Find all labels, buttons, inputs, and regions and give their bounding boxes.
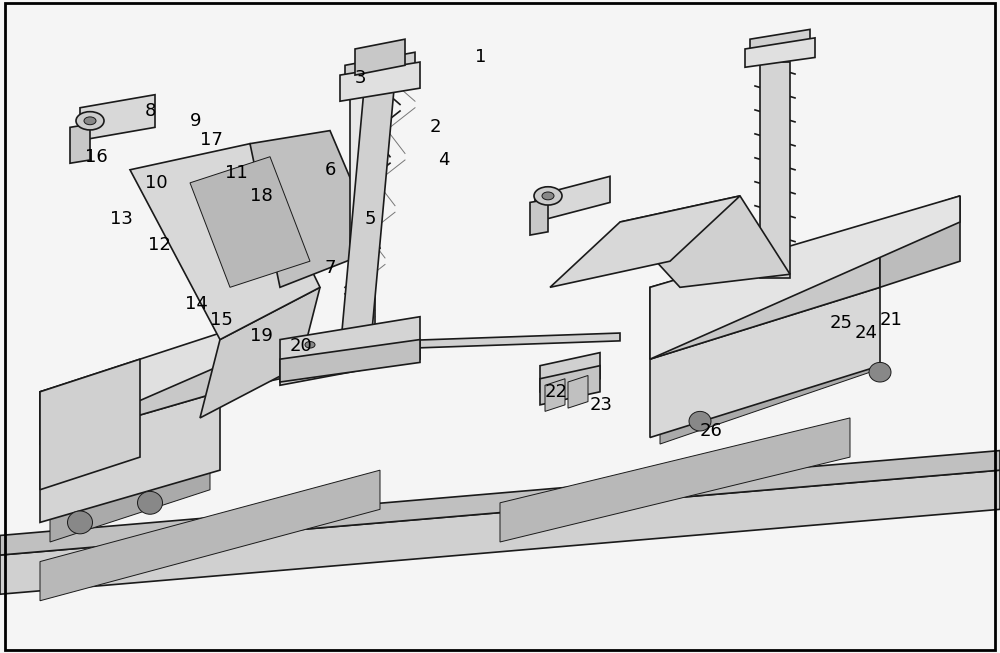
Text: 2: 2 [430, 118, 442, 136]
Polygon shape [650, 196, 960, 359]
Polygon shape [80, 95, 155, 140]
Polygon shape [200, 287, 320, 418]
Polygon shape [620, 196, 790, 287]
Polygon shape [350, 95, 375, 353]
Text: 4: 4 [438, 151, 450, 169]
Ellipse shape [689, 411, 711, 431]
Ellipse shape [299, 338, 321, 352]
Text: 16: 16 [85, 148, 108, 166]
Text: 1: 1 [475, 48, 486, 67]
Text: 5: 5 [365, 210, 376, 228]
Polygon shape [70, 124, 90, 163]
Polygon shape [250, 131, 380, 287]
Ellipse shape [542, 192, 554, 200]
Polygon shape [130, 144, 320, 340]
Polygon shape [0, 470, 1000, 594]
Text: 19: 19 [250, 327, 273, 345]
Polygon shape [750, 29, 810, 59]
Text: 15: 15 [210, 311, 233, 329]
Text: 23: 23 [590, 396, 613, 414]
Text: 11: 11 [225, 164, 248, 182]
Polygon shape [550, 196, 740, 287]
Text: 12: 12 [148, 236, 171, 254]
Text: 3: 3 [355, 69, 366, 88]
Polygon shape [40, 392, 220, 522]
Polygon shape [530, 199, 548, 235]
Polygon shape [280, 317, 420, 385]
Ellipse shape [138, 491, 162, 515]
Polygon shape [0, 451, 1000, 555]
Polygon shape [280, 340, 420, 382]
Text: 20: 20 [290, 337, 313, 355]
Ellipse shape [534, 187, 562, 205]
Polygon shape [545, 379, 565, 411]
Text: 17: 17 [200, 131, 223, 150]
Ellipse shape [76, 112, 104, 130]
Text: 13: 13 [110, 210, 133, 228]
Polygon shape [650, 287, 880, 438]
Polygon shape [40, 470, 380, 601]
Polygon shape [540, 353, 600, 392]
Text: 9: 9 [190, 112, 202, 130]
Polygon shape [535, 176, 610, 222]
Ellipse shape [68, 511, 92, 534]
Polygon shape [40, 359, 140, 490]
Polygon shape [220, 313, 280, 392]
Polygon shape [760, 62, 790, 278]
Text: 21: 21 [880, 311, 903, 329]
Polygon shape [345, 52, 415, 88]
Polygon shape [40, 340, 220, 444]
Polygon shape [540, 366, 600, 405]
Polygon shape [650, 222, 880, 359]
Ellipse shape [84, 117, 96, 125]
Polygon shape [245, 333, 620, 354]
Text: 25: 25 [830, 314, 853, 332]
Text: 10: 10 [145, 174, 168, 192]
Polygon shape [50, 457, 210, 542]
Polygon shape [355, 39, 405, 75]
Polygon shape [40, 313, 280, 444]
Polygon shape [880, 196, 960, 287]
Text: 18: 18 [250, 187, 273, 205]
Text: 26: 26 [700, 422, 723, 440]
Polygon shape [660, 340, 870, 444]
Ellipse shape [329, 336, 351, 350]
Polygon shape [745, 38, 815, 67]
Polygon shape [568, 375, 588, 408]
Text: 8: 8 [145, 102, 156, 120]
Text: 24: 24 [855, 324, 878, 342]
Polygon shape [340, 78, 395, 353]
Text: 22: 22 [545, 383, 568, 401]
Text: 6: 6 [325, 161, 336, 179]
Text: 14: 14 [185, 295, 208, 313]
Ellipse shape [869, 362, 891, 382]
Ellipse shape [305, 342, 315, 348]
Polygon shape [500, 418, 850, 542]
Polygon shape [190, 157, 310, 287]
Polygon shape [340, 62, 420, 101]
Text: 7: 7 [325, 259, 336, 277]
